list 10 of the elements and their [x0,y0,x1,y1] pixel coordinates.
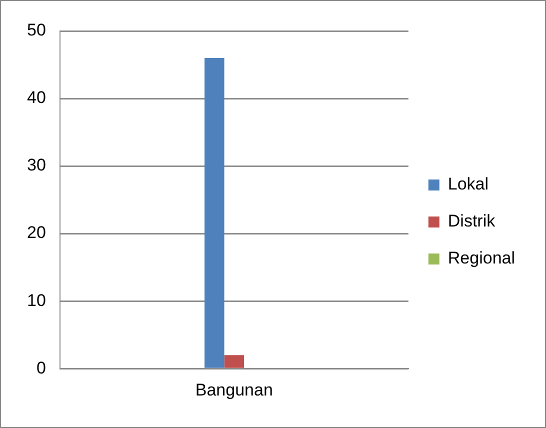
y-tick-label: 50 [26,20,46,40]
y-tick-label: 20 [26,223,46,242]
y-tick-label: 0 [36,358,46,378]
legend-label: Regional [448,248,516,268]
y-tick-label: 10 [26,290,46,310]
legend-label: Distrik [448,212,496,231]
y-tick-label: 40 [26,88,46,108]
x-tick-label: Bangunan [195,380,273,400]
legend-label: Lokal [448,174,489,194]
y-tick-label: 30 [26,156,46,175]
